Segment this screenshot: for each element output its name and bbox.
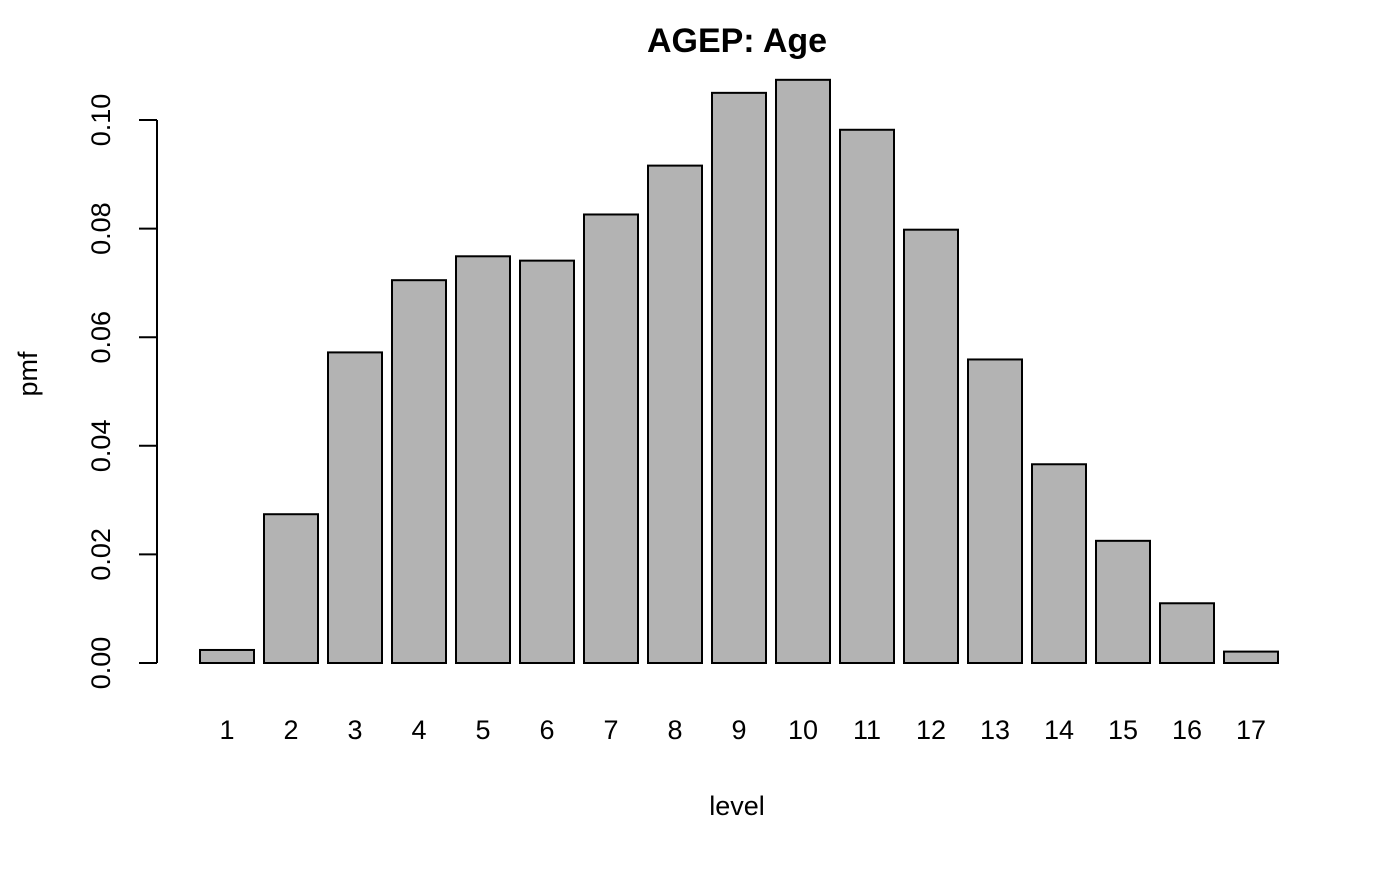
x-tick-label: 17 (1236, 715, 1266, 745)
x-tick-label: 7 (603, 715, 618, 745)
bar-level-17 (1223, 650, 1279, 664)
bar-level-2 (263, 513, 319, 665)
y-axis-label: pmf (13, 351, 43, 397)
x-tick-label: 11 (853, 715, 881, 745)
bar-level-14 (1031, 463, 1087, 664)
y-axis: 0.00 0.02 0.04 0.06 0.08 0.10 (86, 94, 158, 690)
x-tick-label: 16 (1172, 715, 1202, 745)
bar-level-3 (327, 351, 383, 664)
bar-level-8 (647, 164, 703, 664)
bar-level-11 (839, 128, 895, 665)
y-tick-label: 0.06 (86, 311, 116, 364)
x-tick-label: 10 (788, 715, 818, 745)
x-tick-label: 13 (980, 715, 1010, 745)
y-tick-label: 0.08 (86, 202, 116, 255)
x-tick-label: 6 (539, 715, 554, 745)
x-tick-label: 8 (667, 715, 682, 745)
bars-group (199, 78, 1279, 665)
y-tick-label: 0.10 (86, 94, 116, 147)
bar-level-16 (1159, 602, 1215, 665)
bar-level-9 (711, 91, 767, 665)
bar-level-6 (519, 259, 575, 664)
x-tick-label: 14 (1044, 715, 1074, 745)
chart-title: AGEP: Age (647, 22, 827, 60)
bar-level-5 (455, 255, 511, 664)
x-tick-label: 1 (219, 715, 234, 745)
bar-level-1 (199, 648, 255, 665)
x-tick-label: 4 (411, 715, 426, 745)
bar-level-13 (967, 358, 1023, 664)
x-tick-label: 3 (347, 715, 362, 745)
bar-level-10 (775, 78, 831, 665)
bar-level-7 (583, 213, 639, 664)
bar-level-12 (903, 228, 959, 664)
x-tick-label: 9 (731, 715, 746, 745)
y-tick-label: 0.02 (86, 528, 116, 581)
x-tick-labels: 1 2 3 4 5 6 7 8 9 10 11 12 13 14 15 16 17 (219, 715, 1266, 745)
x-tick-label: 15 (1108, 715, 1138, 745)
y-tick-label: 0.04 (86, 420, 116, 473)
bar-level-15 (1095, 539, 1151, 665)
x-axis-label: level (709, 791, 765, 821)
bar-level-4 (391, 279, 447, 664)
x-tick-label: 2 (283, 715, 298, 745)
x-tick-label: 5 (475, 715, 490, 745)
y-tick-label: 0.00 (86, 637, 116, 690)
x-tick-label: 12 (916, 715, 946, 745)
